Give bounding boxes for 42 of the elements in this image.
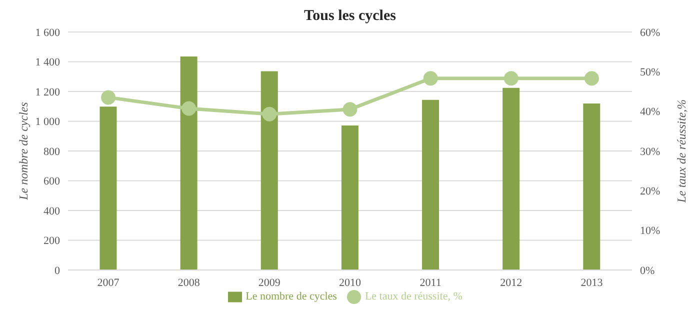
x-tick-label: 2010 — [339, 276, 362, 289]
x-tick-label: 2012 — [500, 276, 522, 289]
bar — [260, 71, 278, 270]
y-tick-label: 0 — [54, 264, 60, 277]
bar — [502, 88, 520, 270]
bar — [180, 56, 198, 270]
x-tick-label: 2008 — [178, 276, 200, 289]
y2-tick-label: 10% — [640, 225, 660, 238]
y-tick-label: 1 400 — [35, 56, 60, 69]
point — [584, 71, 599, 86]
bar — [341, 126, 358, 270]
point — [423, 71, 438, 86]
legend-label: Le nombre de cycles — [246, 290, 337, 303]
y-tick-label: 600 — [44, 176, 60, 188]
x-tick-label: 2011 — [420, 276, 442, 289]
bar — [583, 103, 600, 270]
y-tick-label: 800 — [44, 146, 60, 158]
y2-axis-title: Le taux de réussite,% — [674, 99, 688, 204]
point — [101, 90, 116, 105]
point — [262, 106, 277, 122]
point — [182, 101, 196, 116]
y-tick-label: 400 — [44, 205, 60, 218]
y-tick-label: 1 000 — [35, 116, 60, 128]
bar — [100, 106, 117, 270]
y-tick-label: 1 600 — [35, 26, 60, 39]
point — [342, 102, 358, 117]
y2-tick-label: 0% — [640, 264, 655, 277]
y2-tick-label: 20% — [640, 186, 660, 198]
y2-tick-label: 60% — [640, 26, 660, 39]
bar — [422, 100, 440, 270]
y-tick-label: 1 200 — [35, 86, 60, 98]
chart-title: Tous les cycles — [303, 8, 397, 26]
point — [504, 71, 518, 86]
x-tick-label: 2007 — [97, 276, 120, 289]
y2-tick-label: 50% — [640, 66, 660, 79]
x-tick-label: 2013 — [580, 276, 604, 289]
x-tick-label: 2009 — [258, 276, 281, 289]
y2-tick-label: 40% — [640, 106, 660, 118]
y2-tick-label: 30% — [640, 146, 660, 158]
y-tick-label: 200 — [44, 235, 60, 248]
y-axis-title: Le nombre de cycles — [16, 102, 30, 201]
legend-label: Le taux de réussite, % — [364, 290, 462, 303]
